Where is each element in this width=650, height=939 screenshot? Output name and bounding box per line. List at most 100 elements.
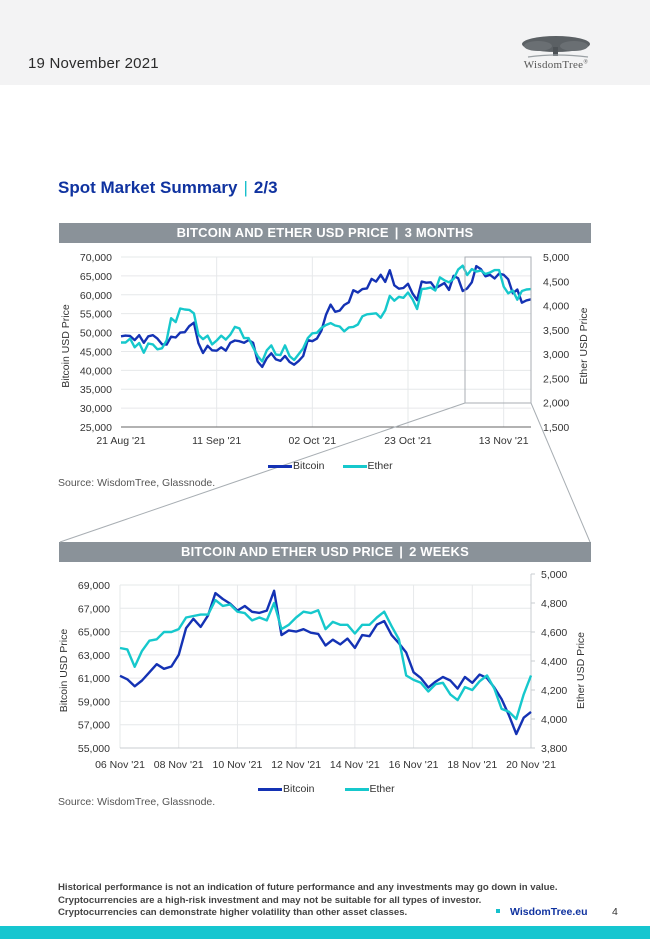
chart1-xtick-label: 02 Oct '21	[289, 435, 337, 447]
logo-wordmark: WisdomTree®	[508, 59, 604, 71]
disclaimer: Historical performance is not an indicat…	[58, 882, 558, 920]
chart1-series-bitcoin	[120, 264, 532, 369]
title-separator: |	[243, 178, 248, 197]
chart2-y2tick-label: 4,800	[541, 598, 567, 610]
legend-label-ether: Ether	[369, 783, 395, 795]
chart1-title: BITCOIN AND ETHER USD PRICE	[176, 225, 389, 240]
chart2-ytick-label: 69,000	[78, 580, 110, 592]
chart2-legend: Bitcoin Ether	[258, 783, 413, 795]
legend-item-bitcoin: Bitcoin	[268, 460, 325, 472]
chart1-source: Source: WisdomTree, Glassnode.	[58, 477, 216, 489]
chart2-ytick-label: 63,000	[78, 650, 110, 662]
chart2-ylabel: Bitcoin USD Price	[58, 629, 70, 713]
disclaimer-line: Cryptocurrencies are a high-risk investm…	[58, 894, 482, 906]
legend-label-bitcoin: Bitcoin	[283, 783, 315, 795]
section-page-of: 2/3	[253, 178, 278, 197]
chart2-xtick-label: 06 Nov '21	[95, 759, 145, 771]
chart1-ytick-label: 25,000	[80, 422, 112, 434]
chart2-ytick-label: 67,000	[78, 603, 110, 615]
legend-label-bitcoin: Bitcoin	[293, 460, 325, 472]
chart2-y2tick-label: 5,000	[541, 569, 567, 581]
legend-label-ether: Ether	[367, 460, 393, 472]
legend-swatch-ether	[342, 464, 367, 468]
legend-item-ether: Ether	[344, 783, 395, 795]
chart1-series-ether	[121, 264, 532, 363]
chart2-xtick-label: 14 Nov '21	[330, 759, 380, 771]
legend-swatch-bitcoin	[268, 464, 292, 468]
legend-item-ether: Ether	[342, 460, 393, 472]
chart2-xtick-label: 12 Nov '21	[271, 759, 321, 771]
chart1-ytick-label: 60,000	[80, 290, 112, 302]
chart1-ytick-label: 30,000	[80, 403, 112, 415]
chart2-xtick-label: 10 Nov '21	[212, 759, 262, 771]
chart2-title: BITCOIN AND ETHER USD PRICE	[181, 544, 394, 559]
disclaimer-line: Cryptocurrencies can demonstrate higher …	[58, 907, 408, 918]
chart2-ytick-label: 57,000	[78, 720, 110, 732]
chart2-title-bar: BITCOIN AND ETHER USD PRICE | 2 WEEKS	[59, 542, 591, 562]
chart1-y2tick-label: 2,500	[543, 373, 569, 385]
chart2-series-bitcoin	[119, 589, 532, 736]
page-header: 19 November 2021 WisdomTree®	[0, 0, 650, 85]
chart1-ytick-label: 55,000	[80, 309, 112, 321]
chart2-title-suffix: 2 WEEKS	[409, 544, 469, 559]
chart1-title-bar: BITCOIN AND ETHER USD PRICE | 3 MONTHS	[59, 223, 591, 243]
chart1-y2tick-label: 3,000	[543, 349, 569, 361]
footer-bar	[0, 926, 650, 939]
chart1-ytick-label: 40,000	[80, 365, 112, 377]
chart2-ytick-label: 65,000	[78, 627, 110, 639]
zoom-region-box	[464, 256, 532, 404]
chart2-y2tick-label: 3,800	[541, 743, 567, 755]
chart2-source: Source: WisdomTree, Glassnode.	[58, 796, 216, 808]
chart1-title-suffix: 3 MONTHS	[404, 225, 474, 240]
chart2-ytick-label: 55,000	[78, 743, 110, 755]
chart1-ytick-label: 65,000	[80, 271, 112, 283]
chart1-xtick-label: 13 Nov '21	[479, 435, 529, 447]
website-link[interactable]: WisdomTree.eu	[510, 906, 588, 918]
chart2-xtick-label: 18 Nov '21	[447, 759, 497, 771]
zoom-connector-right	[530, 402, 591, 543]
chart1-ylabel: Bitcoin USD Price	[60, 304, 72, 388]
legend-swatch-bitcoin	[258, 787, 282, 791]
chart2-y2tick-label: 4,000	[541, 714, 567, 726]
chart2-ytick-label: 59,000	[78, 696, 110, 708]
chart1-title-sep: |	[394, 225, 399, 240]
wisdomtree-logo[interactable]: WisdomTree®	[508, 34, 604, 76]
disclaimer-line: Historical performance is not an indicat…	[58, 882, 558, 893]
registered-mark: ®	[583, 59, 589, 66]
chart1-ytick-label: 70,000	[80, 252, 112, 264]
chart1-xtick-label: 23 Oct '21	[384, 435, 432, 447]
chart2-xtick-label: 16 Nov '21	[389, 759, 439, 771]
chart2-y2tick-label: 4,400	[541, 656, 567, 668]
chart2-ytick-label: 61,000	[78, 673, 110, 685]
logo-text: WisdomTree	[523, 59, 584, 71]
chart1-legend: Bitcoin Ether	[268, 460, 411, 472]
report-date: 19 November 2021	[28, 55, 159, 72]
section-title-text: Spot Market Summary	[58, 178, 238, 197]
chart1-y2tick-label: 2,000	[543, 398, 569, 410]
chart1-y2tick-label: 3,500	[543, 325, 569, 337]
chart1-y2tick-label: 1,500	[543, 422, 569, 434]
tree-icon	[522, 36, 590, 58]
legend-swatch-ether	[344, 787, 369, 791]
zoom-connector-left	[59, 402, 466, 543]
chart1-ytick-label: 35,000	[80, 384, 112, 396]
legend-item-bitcoin: Bitcoin	[258, 783, 315, 795]
page-number: 4	[612, 906, 618, 918]
chart1-ytick-label: 50,000	[80, 328, 112, 340]
chart1-ytick-label: 45,000	[80, 346, 112, 358]
chart1-xtick-label: 21 Aug '21	[96, 435, 145, 447]
chart2-xtick-label: 08 Nov '21	[154, 759, 204, 771]
chart1-xtick-label: 11 Sep '21	[192, 435, 241, 447]
chart2-title-sep: |	[399, 544, 404, 559]
chart2-xtick-label: 20 Nov '21	[506, 759, 556, 771]
chart1-y2tick-label: 4,000	[543, 301, 569, 313]
chart2-series-ether	[119, 598, 533, 721]
chart2-y2tick-label: 4,200	[541, 685, 567, 697]
chart1-y2tick-label: 4,500	[543, 276, 569, 288]
chart2-y2label: Ether USD Price	[575, 632, 587, 709]
chart2-y2tick-label: 4,600	[541, 627, 567, 639]
chart1-y2tick-label: 5,000	[543, 252, 569, 264]
chart1-y2label: Ether USD Price	[578, 307, 590, 384]
bullet-icon	[496, 909, 500, 913]
